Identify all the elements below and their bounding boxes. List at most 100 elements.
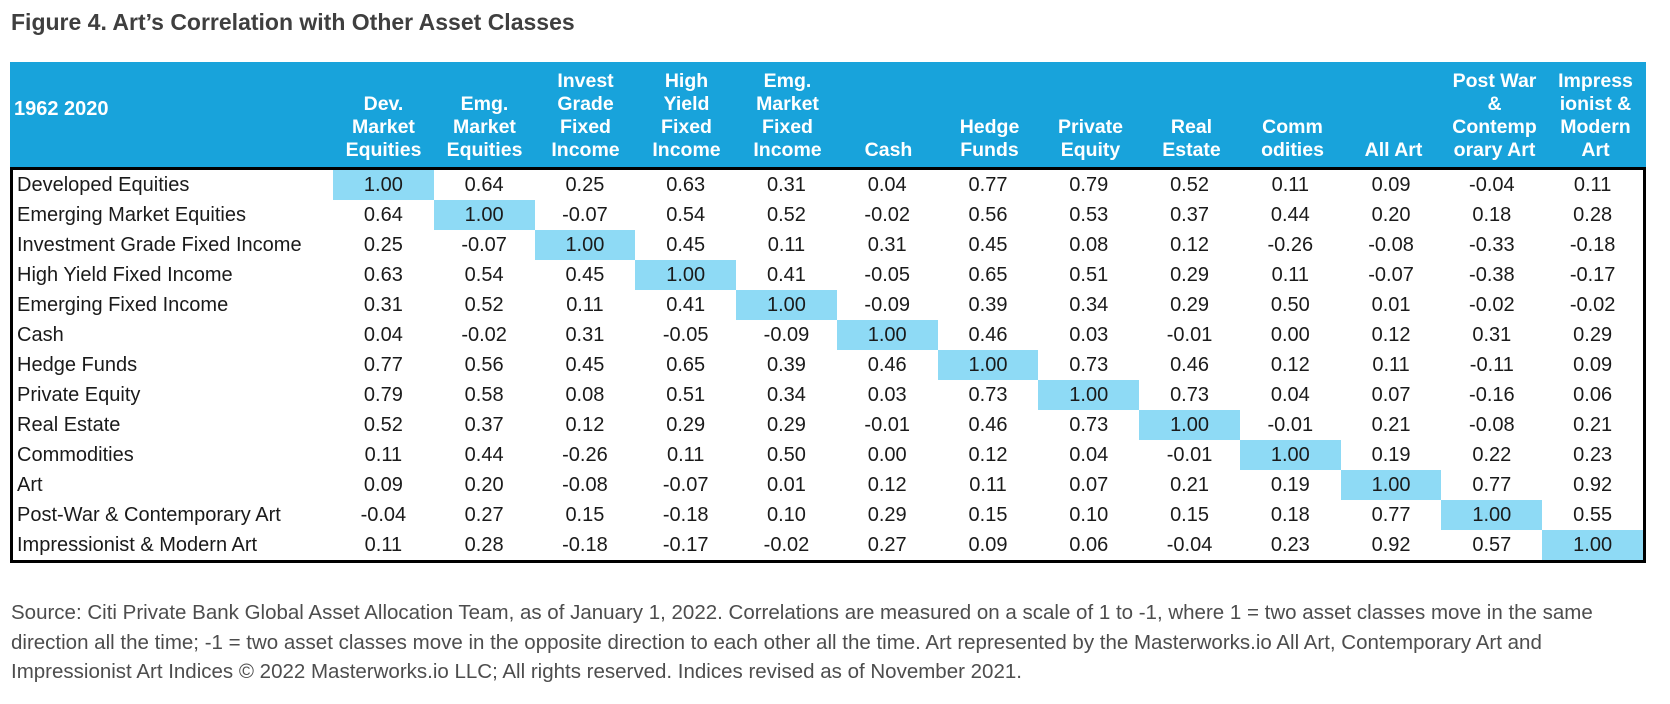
matrix-cell: 0.44 [464,444,504,466]
matrix-cell: 0.31 [1472,324,1512,346]
table-header-row: 1962 2020 Dev. Market Equities Emg. Market… [10,62,1646,167]
matrix-cell: -0.04 [1166,534,1213,556]
matrix-cell: 0.92 [1371,534,1411,556]
matrix-cell: -0.33 [1469,234,1515,256]
row-label: Real Estate [17,414,121,436]
matrix-cell: 0.01 [1371,294,1411,316]
row-label: Commodities [17,444,134,466]
matrix-cell: 1.00 [1340,470,1442,500]
matrix-cell: 0.11 [364,534,403,556]
row-label: Art [17,474,43,496]
matrix-cell: 0.11 [969,474,1007,496]
matrix-cell: 0.08 [1069,234,1109,256]
table-row: Real Estate 0.52 0.37 0.12 0.29 0.29 -0.01 0.46… [13,410,1643,440]
matrix-cell: 1.00 [736,290,837,320]
matrix-cell: 0.28 [464,534,504,556]
matrix-cell: 1.00 [333,170,434,200]
row-label: Private Equity [17,384,141,406]
matrix-cell: 0.56 [968,204,1008,226]
matrix-cell: 0.09 [968,534,1008,556]
matrix-cell: 0.11 [666,444,705,466]
matrix-cell: 0.45 [666,234,706,256]
table-row: Developed Equities 1.00 0.64 0.25 0.63 0.31 0.… [13,170,1643,200]
matrix-cell: 0.58 [464,384,504,406]
matrix-cell: 0.37 [1170,204,1209,226]
matrix-cell: 0.52 [363,414,403,436]
matrix-cell: -0.26 [1267,234,1314,256]
matrix-cell: 0.09 [363,474,403,496]
matrix-cell: 0.41 [666,294,706,316]
matrix-cell: 0.63 [666,174,706,196]
matrix-cell: 0.37 [464,414,504,436]
column-header-5: Emg. Market Fixed Income [753,70,822,161]
figure-title: Figure 4. Art’s Correlation with Other A… [11,9,575,35]
matrix-cell: 0.39 [968,294,1008,316]
matrix-cell: 0.31 [867,234,907,256]
matrix-cell: 0.25 [363,234,403,256]
column-header-9: Real Estate [1162,116,1221,161]
matrix-cell: 0.29 [1573,324,1613,346]
matrix-cell: 0.11 [1271,264,1310,286]
matrix-cell: 0.79 [363,384,403,406]
matrix-cell: 0.20 [464,474,504,496]
matrix-cell: -0.05 [662,324,709,346]
matrix-cell: 1.00 [433,200,535,230]
matrix-cell: 0.34 [1069,294,1109,316]
matrix-cell: 0.73 [1170,384,1209,406]
matrix-cell: 0.22 [1472,444,1512,466]
matrix-cell: 0.46 [968,414,1008,436]
matrix-cell: 0.12 [1170,234,1209,256]
matrix-cell: -0.09 [763,324,810,346]
matrix-cell: 0.08 [565,384,605,406]
matrix-cell: 0.52 [1170,174,1209,196]
matrix-cell: -0.18 [662,504,709,526]
matrix-cell: -0.18 [1569,234,1616,256]
matrix-cell: 0.21 [1371,414,1411,436]
matrix-cell: 0.28 [1573,204,1613,226]
matrix-cell: 0.03 [867,384,907,406]
matrix-cell: 0.51 [1069,264,1109,286]
table-row: Emerging Market Equities 0.64 1.00 -0.07 0.5… [13,200,1643,230]
matrix-cell: -0.04 [1469,174,1515,196]
matrix-cell: 0.04 [363,324,403,346]
matrix-cell: -0.08 [1368,234,1414,256]
row-label: High Yield Fixed Income [17,264,233,286]
matrix-cell: 1.00 [635,260,737,290]
column-header-4: High Yield Fixed Income [652,70,721,161]
matrix-cell: -0.38 [1469,264,1515,286]
matrix-cell: 0.03 [1069,324,1109,346]
column-header-2: Emg. Market Equities [446,93,523,161]
matrix-cell: 0.29 [867,504,907,526]
matrix-cell: 0.44 [1270,204,1310,226]
matrix-cell: 0.07 [1371,384,1411,406]
row-label: Cash [17,324,64,346]
matrix-cell: 0.57 [1472,534,1512,556]
column-header-6: Cash [864,139,913,161]
matrix-cell: 0.45 [565,354,605,376]
matrix-cell: 0.77 [1371,504,1411,526]
matrix-cell: 0.11 [364,444,403,466]
matrix-cell: -0.07 [662,474,709,496]
matrix-cell: 1.00 [1038,380,1140,410]
matrix-cell: 0.25 [565,174,605,196]
matrix-cell: 0.11 [1372,354,1410,376]
matrix-cell: 0.64 [464,174,504,196]
matrix-cell: -0.18 [562,534,608,556]
matrix-cell: 0.27 [867,534,907,556]
matrix-cell: 0.19 [1371,444,1411,466]
matrix-cell: 0.15 [565,504,605,526]
matrix-cell: 0.29 [666,414,706,436]
matrix-cell: 1.00 [836,320,938,350]
matrix-cell: 0.31 [766,174,806,196]
matrix-cell: 0.10 [1069,504,1109,526]
matrix-cell: 0.52 [766,204,806,226]
matrix-cell: 0.39 [766,354,806,376]
matrix-cell: 0.50 [1270,294,1310,316]
matrix-cell: 0.23 [1270,534,1310,556]
matrix-cell: 0.73 [1069,354,1109,376]
matrix-cell: 0.10 [766,504,806,526]
matrix-cell: 0.29 [766,414,806,436]
matrix-cell: 0.31 [363,294,403,316]
matrix-cell: -0.26 [562,444,608,466]
matrix-cell: -0.01 [1267,414,1314,436]
